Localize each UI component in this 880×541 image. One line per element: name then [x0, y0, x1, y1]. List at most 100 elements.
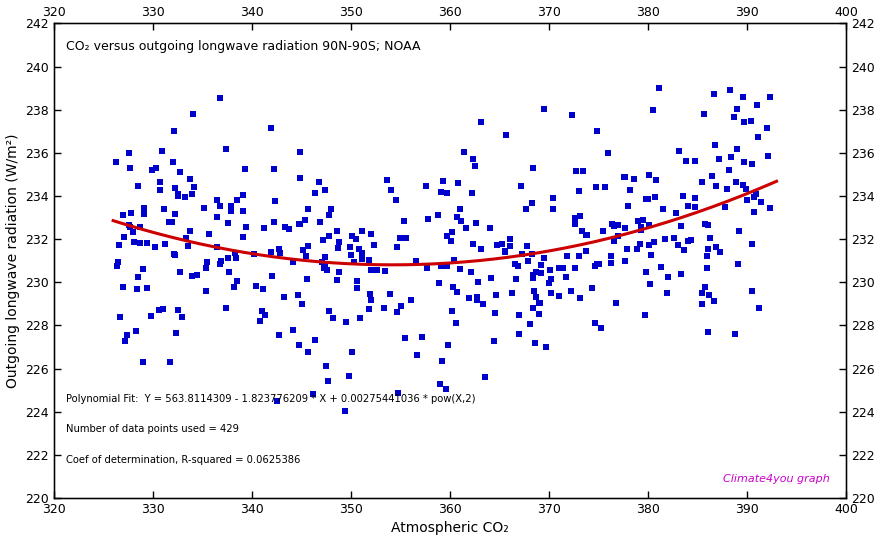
Point [451, 179, 466, 187]
Point [479, 373, 493, 381]
Point [666, 234, 680, 242]
Point [656, 205, 670, 214]
Point [695, 177, 709, 186]
Point [439, 384, 453, 393]
Point [322, 232, 336, 241]
Point [298, 216, 312, 225]
Point [537, 254, 551, 262]
Point [432, 279, 446, 287]
Point [267, 217, 281, 226]
Point [385, 186, 399, 194]
Point [404, 296, 418, 305]
Point [111, 258, 125, 266]
Point [643, 250, 657, 259]
Point [534, 268, 548, 277]
Point [502, 234, 517, 243]
Point [655, 262, 669, 271]
Point [544, 275, 558, 283]
Point [575, 227, 589, 236]
Point [489, 241, 503, 249]
Point [731, 227, 745, 235]
Point [353, 314, 367, 322]
Point [378, 267, 392, 276]
Point [498, 247, 512, 255]
Point [612, 232, 626, 240]
Point [736, 93, 750, 102]
Point [730, 104, 744, 113]
Point [450, 288, 464, 296]
Point [647, 105, 661, 114]
Point [700, 327, 715, 336]
Point [308, 189, 322, 197]
Point [519, 241, 533, 250]
Point [510, 275, 524, 284]
Point [383, 290, 397, 299]
Point [568, 264, 583, 273]
Text: Number of data points used = 429: Number of data points used = 429 [66, 425, 238, 434]
Point [464, 267, 478, 276]
Point [408, 256, 422, 265]
Point [390, 308, 404, 316]
Point [458, 147, 472, 156]
Point [319, 361, 333, 370]
Point [474, 245, 488, 254]
Point [634, 226, 648, 235]
Point [236, 233, 250, 241]
Point [299, 252, 313, 260]
Point [293, 148, 307, 156]
Point [166, 127, 180, 135]
Point [350, 277, 364, 286]
Point [439, 189, 453, 197]
Point [301, 241, 315, 250]
Point [473, 117, 488, 126]
Point [117, 233, 131, 241]
Point [701, 221, 715, 229]
Point [744, 117, 758, 126]
Point [116, 210, 130, 219]
Point [611, 221, 625, 229]
Point [394, 302, 408, 311]
Point [470, 295, 484, 304]
Point [528, 339, 542, 347]
Point [420, 182, 434, 190]
Point [219, 144, 233, 153]
Point [546, 205, 561, 214]
Point [703, 234, 717, 242]
Point [163, 358, 177, 366]
Point [723, 152, 737, 161]
Point [133, 238, 147, 247]
Point [739, 184, 753, 193]
Point [186, 110, 200, 118]
Point [763, 204, 777, 213]
Point [313, 217, 327, 226]
Point [605, 252, 619, 261]
Point [445, 307, 459, 315]
Point [670, 209, 684, 217]
Point [744, 240, 759, 248]
Point [525, 164, 539, 173]
Point [238, 223, 253, 232]
Point [685, 235, 699, 244]
Point [224, 201, 238, 210]
Point [338, 407, 352, 415]
Point [469, 219, 483, 227]
Point [141, 239, 155, 248]
Point [639, 268, 653, 276]
Point [590, 260, 605, 269]
Point [529, 293, 543, 302]
Point [364, 266, 378, 275]
Point [171, 190, 185, 199]
Point [568, 167, 583, 175]
Point [291, 291, 305, 299]
Point [512, 311, 526, 320]
Point [727, 113, 741, 122]
Point [322, 211, 336, 220]
Point [435, 357, 449, 365]
Point [591, 260, 605, 268]
Point [136, 358, 150, 366]
Point [202, 230, 216, 239]
Point [363, 296, 378, 305]
Point [702, 291, 716, 299]
Point [730, 145, 744, 154]
Point [247, 250, 261, 259]
